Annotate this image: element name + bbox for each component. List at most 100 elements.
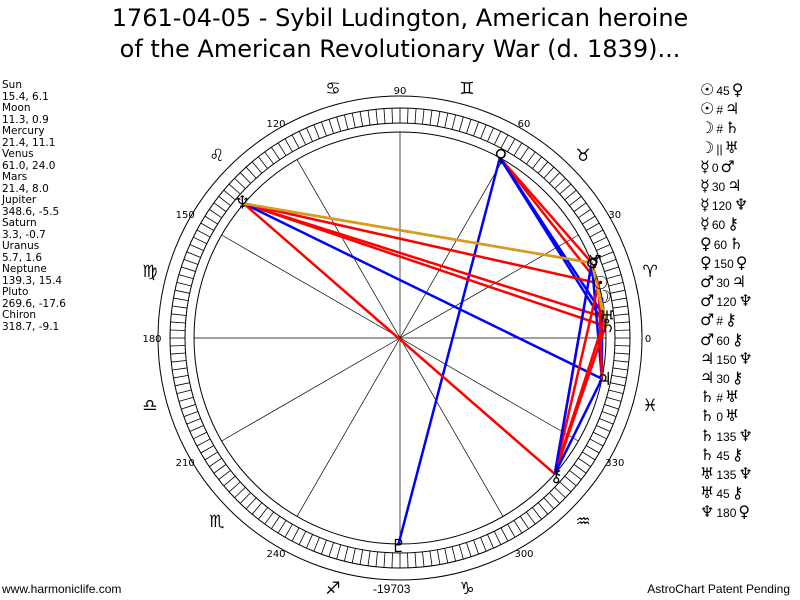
aspect-line	[243, 202, 599, 285]
aspect-planet-2-icon: ⚷	[731, 483, 744, 503]
wheel-tick	[306, 534, 313, 549]
wheel-tick	[172, 367, 188, 371]
aspect-row: ♅ 135 ♆	[700, 464, 753, 483]
aspect-angle: 0	[716, 410, 724, 425]
planet-name-saturn: Saturn	[2, 217, 37, 229]
wheel-tick	[291, 134, 300, 149]
degree-label: 120	[266, 119, 285, 130]
aspect-angle: 45	[716, 448, 730, 463]
aspect-angle: 45	[716, 487, 730, 502]
aspect-planet-1-icon: ♂	[700, 291, 715, 311]
wheel-tick	[593, 431, 607, 440]
wheel-tick	[507, 138, 516, 153]
zodiac-sagittarius-icon: ♐	[325, 579, 340, 599]
planet-name-uranus: Uranus	[2, 240, 40, 252]
wheel-tick	[173, 297, 189, 302]
wheel-tick	[422, 109, 425, 125]
aspect-angle: 30	[711, 180, 726, 194]
wheel-tick	[493, 531, 502, 545]
aspect-planet-2-icon: ♆	[738, 291, 753, 311]
aspect-planet-1-icon: ♀	[700, 233, 712, 253]
planet-mars-icon: ♂	[586, 252, 602, 273]
aspect-line	[553, 262, 594, 475]
planet-moon-icon: ☽	[596, 287, 612, 308]
degree-label: 60	[518, 119, 531, 130]
footer-number: -19703	[373, 582, 411, 596]
aspect-line	[553, 325, 607, 475]
wheel-tick	[429, 550, 433, 566]
planet-pluto-icon: ♇	[390, 536, 406, 557]
aspect-planet-1-icon: ☽	[700, 137, 715, 157]
aspect-angle: 60	[713, 237, 728, 252]
planet-coords-jupiter: 348.6, -5.5	[2, 205, 60, 218]
aspect-planet-2-icon: ♅	[725, 387, 740, 407]
wheel-tick	[585, 445, 600, 454]
wheel-tick	[277, 142, 287, 156]
wheel-tick	[554, 487, 566, 499]
wheel-tick	[183, 411, 199, 418]
degree-label: 150	[176, 210, 195, 221]
aspect-planet-1-icon: ♄	[700, 387, 715, 407]
wheel-tick	[193, 236, 207, 245]
wheel-tick	[245, 166, 257, 179]
wheel-tick	[170, 352, 186, 355]
wheel-tick	[375, 551, 378, 567]
wheel-tick	[223, 475, 236, 487]
aspect-planet-1-icon: ♄	[700, 406, 715, 426]
wheel-tick	[487, 127, 494, 142]
wheel-tick	[451, 546, 457, 562]
aspect-planet-1-icon: ☿	[700, 176, 710, 195]
wheel-tick	[383, 552, 386, 568]
aspect-angle: 120	[716, 295, 737, 310]
wheel-tick	[170, 329, 186, 331]
wheel-tick	[422, 551, 425, 567]
aspect-planet-2-icon: ♅	[724, 137, 739, 157]
aspect-row: ♂ 30 ♃	[700, 272, 746, 291]
wheel-tick	[500, 134, 509, 149]
zodiac-aries-icon: ♈	[643, 262, 658, 282]
wheel-tick	[336, 116, 342, 132]
wheel-tick	[606, 396, 622, 402]
wheel-tick	[336, 544, 342, 560]
wheel-tick	[367, 550, 371, 566]
wheel-tick	[613, 360, 629, 363]
wheel-tick	[391, 108, 393, 124]
wheel-tick	[513, 142, 523, 156]
wheel-tick	[306, 127, 313, 142]
wheel-tick	[611, 374, 627, 379]
wheel-tick	[320, 539, 327, 555]
wheel-tick	[599, 251, 614, 258]
wheel-ring	[157, 95, 643, 581]
degree-label: 180	[142, 334, 161, 345]
aspect-planet-1-icon: ☽	[700, 118, 715, 138]
wheel-tick	[526, 151, 536, 165]
wheel-tick	[444, 548, 449, 564]
wheel-tick	[375, 109, 378, 125]
wheel-tick	[213, 464, 227, 474]
wheel-tick	[593, 236, 607, 245]
planet-name-mars: Mars	[2, 171, 28, 183]
wheel-tick	[196, 438, 211, 447]
wheel-tick	[170, 321, 186, 324]
planet-coords-moon: 11.3, 0.9	[2, 113, 49, 126]
wheel-tick	[239, 172, 251, 184]
aspect-planet-1-icon: ♃	[700, 348, 715, 368]
aspect-row: ♃ 150 ♆	[700, 349, 753, 368]
planet-name-venus: Venus	[2, 148, 34, 160]
wheel-tick	[258, 507, 268, 520]
aspect-row: ☽ # ♄	[700, 118, 739, 137]
wheel-tick	[608, 281, 624, 287]
aspect-row: ♂ 60 ⚷	[700, 330, 743, 349]
wheel-tick	[193, 431, 207, 440]
aspect-planet-1-icon: ♄	[700, 444, 715, 464]
aspect-row: ♂ 120 ♆	[700, 291, 753, 310]
degree-label: 30	[608, 210, 621, 221]
aspect-planet-2-icon: ♃	[727, 176, 742, 195]
wheel-tick	[458, 116, 464, 132]
wheel-tick	[313, 124, 320, 139]
wheel-tick	[383, 108, 386, 124]
footer-website: www.harmoniclife.com	[2, 582, 122, 596]
planet-saturn-icon: ♄	[600, 316, 616, 337]
zodiac-gemini-icon: ♊	[459, 79, 474, 99]
degree-label: 90	[394, 86, 407, 97]
